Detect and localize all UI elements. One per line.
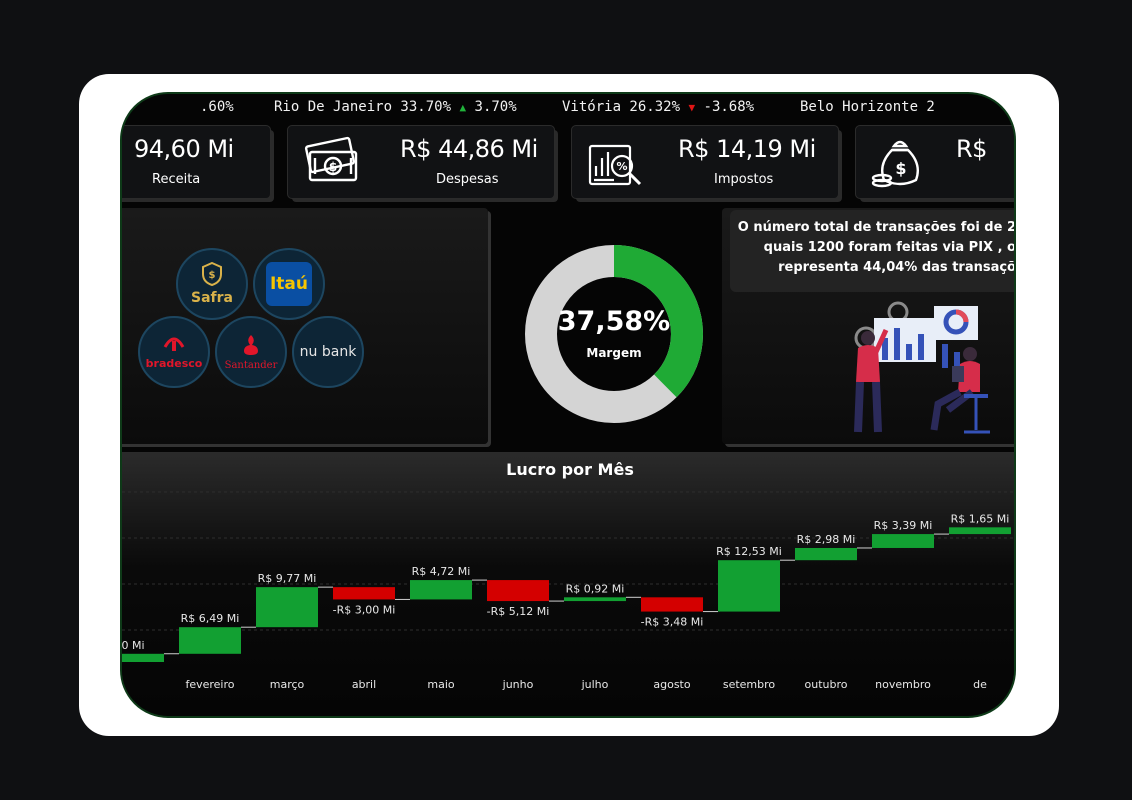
waterfall-chart: 0 Mi R$ 6,49 Mi fevereiro R$ 9,77 Mi março -R… <box>122 491 1014 691</box>
ticker-item: Vitória 26.32% ▼ -3.68% <box>562 99 755 115</box>
safra-shield-icon: $ <box>201 261 222 287</box>
waterfall-bar[interactable] <box>179 627 241 654</box>
data-label: -R$ 5,12 Mi <box>487 605 550 618</box>
waterfall-bar[interactable] <box>122 653 164 662</box>
svg-text:$: $ <box>209 270 216 281</box>
kpi-label: Despesas <box>436 172 499 187</box>
donut-svg <box>525 245 703 423</box>
waterfall-bar[interactable] <box>872 534 934 548</box>
waterfall-bar[interactable] <box>949 527 1011 535</box>
kpi-value: 94,60 Mi <box>134 135 234 163</box>
kpi-value: R$ <box>956 135 987 163</box>
donut-margin-slice[interactable] <box>525 245 703 423</box>
bank-name: bradesco <box>145 356 203 370</box>
kpi-value: R$ 44,86 Mi <box>400 135 538 163</box>
bank-name: Santander <box>224 359 278 371</box>
waterfall-bar[interactable] <box>410 580 472 600</box>
kpi-card-despesas[interactable]: $ R$ 44,86 Mi Despesas <box>288 126 554 198</box>
x-tick-label: abril <box>352 678 376 691</box>
pix-info-box: O número total de transações foi de 2 qu… <box>730 210 1016 292</box>
info-line: quais 1200 foram feitas via PIX , o <box>763 240 1016 255</box>
x-tick-label: julho <box>581 678 609 691</box>
bank-name: Safra <box>191 290 233 306</box>
chart-title: Lucro por Mês <box>506 460 634 479</box>
svg-text:%: % <box>616 160 627 173</box>
dashboard-screen: .60% Rio De Janeiro 33.70% ▲ 3.70% Vitór… <box>120 92 1016 718</box>
data-label: R$ 0,92 Mi <box>566 582 625 595</box>
x-tick-label: setembro <box>723 678 776 691</box>
kpi-card-receita[interactable]: 94,60 Mi Receita <box>122 126 270 198</box>
down-arrow-icon: ▼ <box>688 101 696 114</box>
data-label: 0 Mi <box>122 639 145 652</box>
ticker-item: Rio De Janeiro 33.70% ▲ 3.70% <box>274 99 517 115</box>
info-line: representa 44,04% das transaçõ <box>778 260 1016 275</box>
cash-icon: $ <box>304 136 358 182</box>
kpi-value: R$ 14,19 Mi <box>678 135 816 163</box>
kpi-label: Receita <box>152 172 201 187</box>
margin-value: 37,58% <box>557 306 671 337</box>
ticker-item: Belo Horizonte 2 <box>800 99 935 115</box>
x-tick-label: agosto <box>653 678 690 691</box>
waterfall-bar[interactable] <box>795 547 857 561</box>
data-label: -R$ 3,48 Mi <box>641 616 704 629</box>
data-label: R$ 1,65 Mi <box>951 512 1010 525</box>
data-label: R$ 3,39 Mi <box>874 519 933 532</box>
kpi-card-impostos[interactable]: % R$ 14,19 Mi Impostos <box>572 126 838 198</box>
waterfall-bar[interactable] <box>641 597 703 612</box>
margin-label: Margem <box>586 346 642 360</box>
money-bag-icon: $ <box>871 140 919 188</box>
data-label: R$ 12,53 Mi <box>716 545 782 558</box>
x-tick-label: junho <box>502 678 534 691</box>
profit-by-month-panel: Lucro por Mês 0 Mi R$ 6,49 Mi fevereiro R$ … <box>122 452 1014 708</box>
santander-flame-icon <box>244 334 258 355</box>
x-tick-label: fevereiro <box>185 678 234 691</box>
data-label: -R$ 3,00 Mi <box>333 603 396 616</box>
waterfall-bar[interactable] <box>256 587 318 628</box>
svg-text:$: $ <box>329 160 337 174</box>
data-label: R$ 9,77 Mi <box>258 572 317 585</box>
svg-text:$: $ <box>895 159 906 178</box>
bank-name: Itaú <box>266 262 312 306</box>
bank-logo-bradesco[interactable]: bradesco <box>138 316 210 388</box>
people-analytics-illustration <box>854 301 990 434</box>
x-tick-label: de <box>973 678 987 691</box>
margin-donut-chart[interactable]: 37,58% Margem <box>514 234 714 434</box>
waterfall-bar[interactable] <box>564 597 626 602</box>
data-label: R$ 6,49 Mi <box>181 612 240 625</box>
kpi-label: Impostos <box>714 172 774 187</box>
tax-report-icon: % <box>588 144 642 186</box>
waterfall-bar[interactable] <box>487 580 549 602</box>
city-ticker: .60% Rio De Janeiro 33.70% ▲ 3.70% Vitór… <box>122 94 1014 124</box>
bank-name: nu bank <box>299 344 357 360</box>
bank-logo-itau[interactable]: Itaú <box>253 248 325 320</box>
banks-panel: $ Safra Itaú bradesco Santander <box>122 208 488 444</box>
data-label: R$ 4,72 Mi <box>412 565 471 578</box>
x-tick-label: março <box>270 678 305 691</box>
kpi-card-lucro[interactable]: $ R$ <box>856 126 1014 198</box>
bradesco-tree-icon <box>163 337 185 351</box>
bank-logo-nubank[interactable]: nu bank <box>292 316 364 388</box>
x-tick-label: novembro <box>875 678 931 691</box>
bank-logo-safra[interactable]: $ Safra <box>176 248 248 320</box>
data-label: R$ 2,98 Mi <box>797 533 856 546</box>
x-tick-label: maio <box>427 678 455 691</box>
x-tick-label: outubro <box>805 678 848 691</box>
waterfall-bar[interactable] <box>718 560 780 612</box>
up-arrow-icon: ▲ <box>459 101 467 114</box>
waterfall-bar[interactable] <box>333 587 395 600</box>
info-line: O número total de transações foi de 2 <box>737 220 1016 235</box>
ticker-item: .60% <box>200 99 234 115</box>
bank-logo-santander[interactable]: Santander <box>215 316 287 388</box>
